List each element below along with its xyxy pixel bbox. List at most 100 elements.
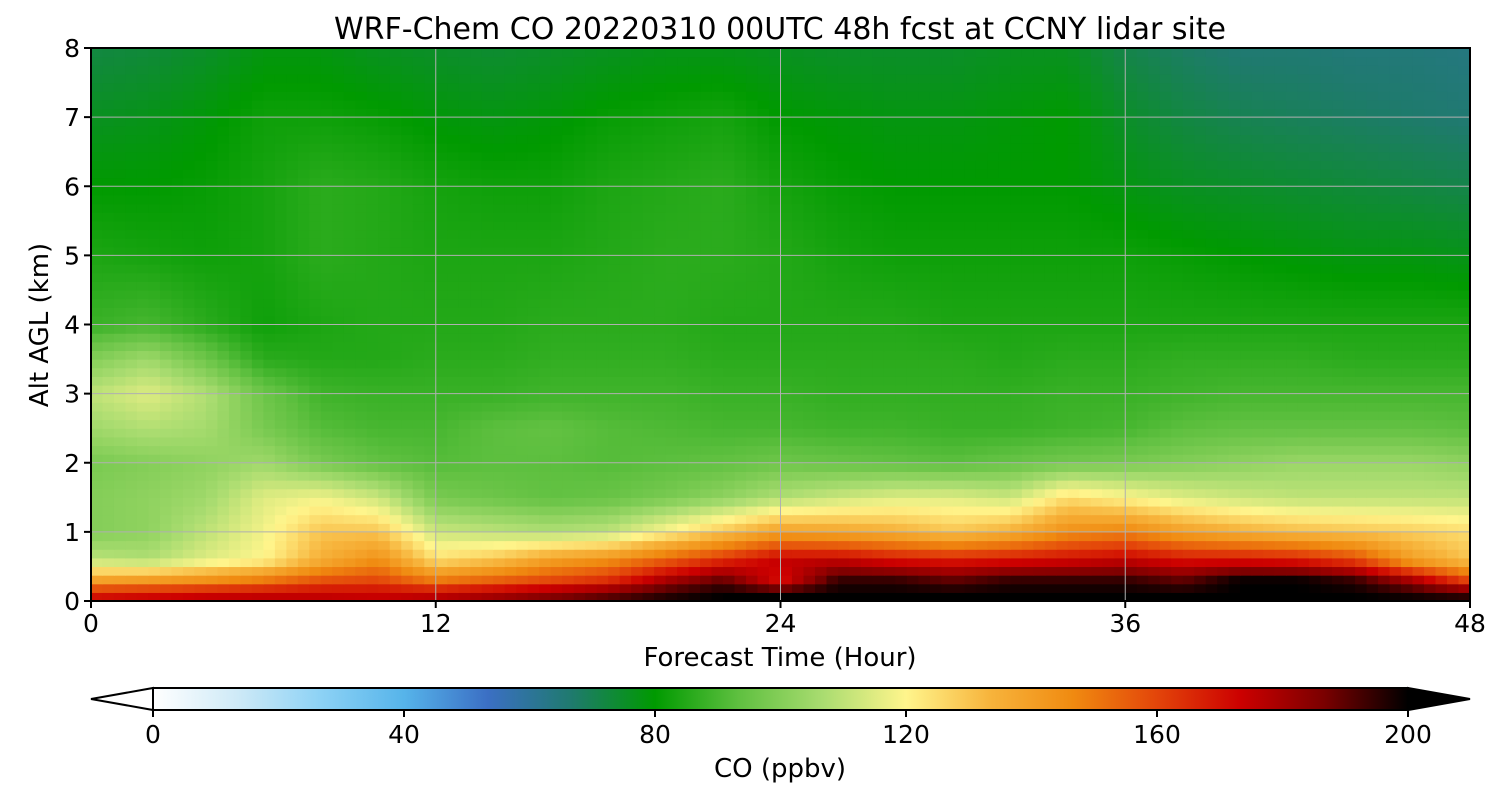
heatmap-cell [1251, 523, 1264, 533]
heatmap-cell [1136, 281, 1149, 291]
heatmap-cell [113, 272, 127, 282]
heatmap-cell [251, 514, 264, 524]
heatmap-cell [113, 497, 127, 507]
heatmap-cell [780, 315, 793, 326]
heatmap-cell [263, 324, 276, 334]
heatmap-cell [251, 505, 264, 516]
heatmap-cell [952, 255, 965, 265]
heatmap-cell [527, 583, 540, 593]
heatmap-cell [1332, 281, 1345, 291]
heatmap-cell [1148, 350, 1161, 360]
heatmap-cell [159, 540, 173, 550]
heatmap-cell [539, 367, 552, 377]
heatmap-cell [700, 540, 713, 550]
heatmap-cell [688, 324, 701, 334]
heatmap-cell [113, 462, 127, 472]
heatmap-cell [1090, 272, 1103, 282]
heatmap-cell [447, 272, 460, 282]
heatmap-cell [1171, 384, 1184, 395]
heatmap-cell [136, 454, 150, 464]
heatmap-cell [1067, 402, 1080, 412]
heatmap-cell [1458, 497, 1470, 507]
heatmap-cell [171, 557, 184, 568]
heatmap-cell [251, 359, 264, 369]
heatmap-cell [1182, 298, 1195, 308]
heatmap-cell [746, 514, 759, 524]
heatmap-cell [734, 376, 747, 386]
heatmap-cell [619, 583, 632, 593]
heatmap-cell [975, 393, 988, 403]
heatmap-cell [217, 445, 230, 455]
heatmap-cell [412, 402, 425, 412]
heatmap-cell [975, 350, 988, 360]
heatmap-cell [550, 272, 563, 282]
heatmap-cell [493, 341, 506, 352]
heatmap-cell [435, 324, 448, 334]
heatmap-cell [872, 480, 885, 490]
heatmap-cell [1159, 419, 1172, 429]
heatmap-cell [631, 359, 644, 369]
heatmap-cell [1136, 255, 1149, 265]
heatmap-cell [849, 480, 862, 490]
heatmap-cell [642, 540, 655, 550]
heatmap-cell [389, 454, 402, 464]
heatmap-cell [378, 367, 391, 377]
heatmap-cell [619, 436, 632, 447]
heatmap-cell [1343, 402, 1356, 412]
heatmap-cell [906, 575, 919, 585]
heatmap-cell [688, 359, 701, 369]
heatmap-cell [791, 566, 805, 576]
heatmap-cell [631, 289, 644, 300]
heatmap-cell [1021, 462, 1034, 472]
heatmap-cell [424, 575, 437, 585]
heatmap-cell [102, 255, 115, 265]
heatmap-cell [895, 393, 908, 403]
heatmap-cell [424, 264, 437, 274]
heatmap-cell [918, 333, 931, 343]
heatmap-cell [91, 505, 104, 516]
heatmap-cell [504, 428, 517, 438]
heatmap-cell [1401, 583, 1414, 593]
heatmap-cell [1389, 557, 1402, 568]
heatmap-cell [1355, 445, 1368, 455]
heatmap-cell [849, 419, 862, 429]
heatmap-cell [102, 505, 115, 516]
heatmap-cell [1079, 575, 1092, 585]
heatmap-cell [1010, 557, 1023, 568]
heatmap-cell [998, 255, 1011, 265]
heatmap-cell [1228, 359, 1241, 369]
heatmap-cell [1320, 592, 1333, 601]
heatmap-cell [1205, 480, 1218, 490]
heatmap-cell [964, 298, 977, 308]
heatmap-cell [171, 445, 184, 455]
heatmap-cell [837, 410, 851, 421]
heatmap-cell [171, 359, 184, 369]
heatmap-cell [240, 488, 253, 498]
heatmap-cell [1458, 384, 1470, 395]
heatmap-cell [1171, 557, 1184, 568]
heatmap-cell [1286, 583, 1299, 593]
heatmap-cell [1205, 419, 1218, 429]
heatmap-cell [332, 540, 345, 550]
heatmap-cell [1309, 514, 1322, 524]
heatmap-cell [780, 436, 793, 447]
heatmap-cell [1217, 531, 1230, 542]
heatmap-cell [274, 281, 287, 291]
heatmap-cell [1125, 540, 1138, 550]
heatmap-cell [470, 592, 483, 601]
heatmap-cell [539, 497, 552, 507]
heatmap-cell [447, 341, 460, 352]
heatmap-cell [711, 575, 724, 585]
heatmap-cell [964, 341, 977, 352]
heatmap-cell [860, 272, 874, 282]
heatmap-cell [251, 523, 264, 533]
heatmap-cell [458, 531, 471, 542]
heatmap-cell [608, 350, 621, 360]
heatmap-cell [1113, 514, 1126, 524]
heatmap-cell [424, 393, 437, 403]
heatmap-cell [987, 376, 1000, 386]
heatmap-cell [263, 462, 276, 472]
heatmap-cell [493, 298, 506, 308]
heatmap-cell [585, 497, 598, 507]
heatmap-cell [631, 592, 644, 601]
